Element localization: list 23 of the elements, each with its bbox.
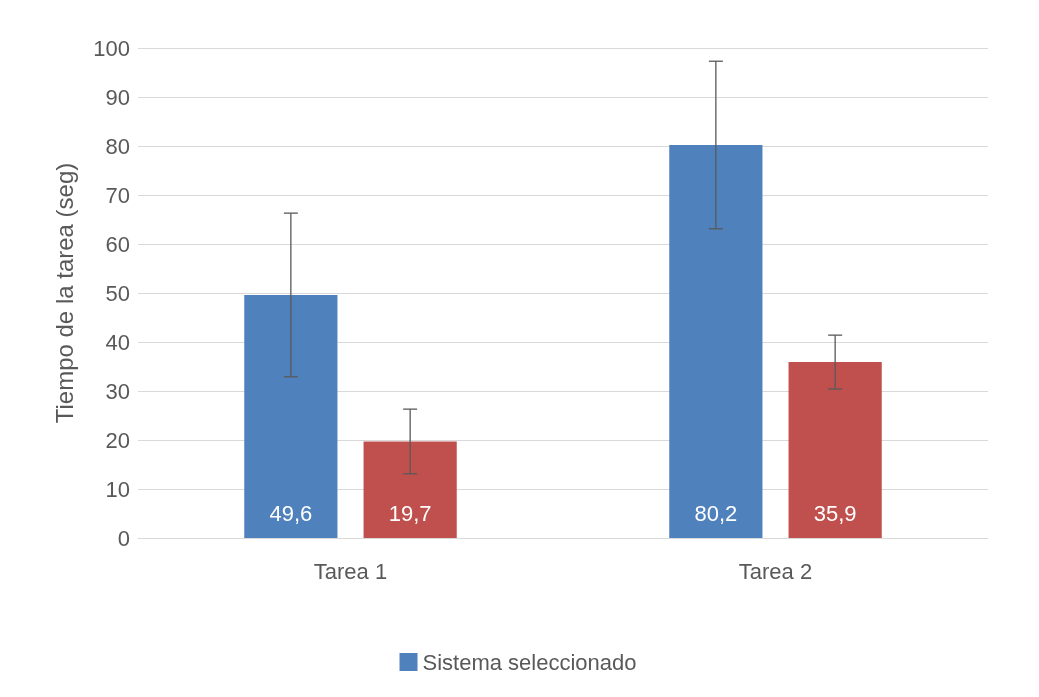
y-axis-title: Tiempo de la tarea (seg) (50, 162, 78, 424)
data-label: 19,7 (388, 500, 432, 526)
y-tick-label: 60 (105, 231, 130, 257)
x-tick-label: Tarea 2 (738, 558, 813, 584)
y-tick-label: 40 (105, 329, 130, 355)
bar (363, 441, 457, 538)
legend-label: Sistema seleccionado (422, 649, 637, 675)
bar (669, 145, 763, 538)
data-label: 49,6 (269, 500, 313, 526)
y-tick-label: 70 (105, 182, 130, 208)
data-label: 80,2 (694, 500, 738, 526)
y-tick-label: 100 (93, 35, 130, 61)
data-label: 35,9 (813, 500, 857, 526)
y-tick-label: 90 (105, 84, 130, 110)
bar (788, 362, 882, 538)
y-tick-label: 20 (105, 427, 130, 453)
bar (244, 294, 338, 538)
x-tick-label: Tarea 1 (313, 558, 388, 584)
y-tick-label: 30 (105, 378, 130, 404)
y-tick-label: 10 (105, 476, 130, 502)
y-tick-label: 50 (105, 280, 130, 306)
y-tick-label: 0 (117, 525, 130, 551)
y-tick-label: 80 (105, 133, 130, 159)
